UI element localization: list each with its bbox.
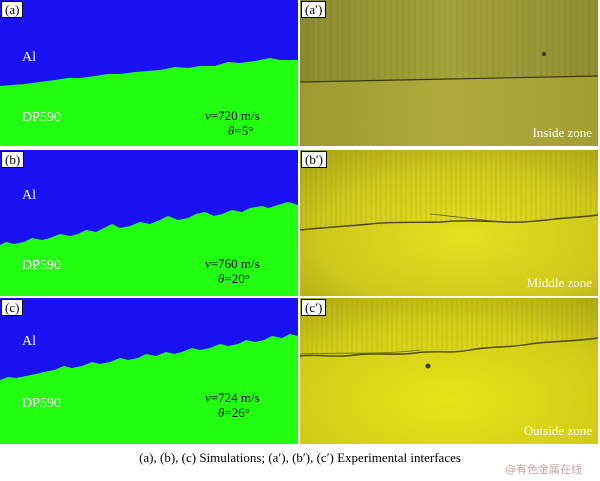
simulation-panel-c: (c) Al DP590 v=724 m/s θ=26° <box>0 298 298 444</box>
panel-tag: (c′) <box>301 299 327 316</box>
simulation-b-image <box>0 150 298 296</box>
steel-label: DP590 <box>22 110 61 125</box>
panel-tag: (a′) <box>301 1 327 18</box>
simulation-c-image <box>0 298 298 444</box>
experimental-panel-c-prime: (c′) Outside zone <box>300 298 598 444</box>
panel-tag: (a) <box>1 1 24 18</box>
steel-label: DP590 <box>22 258 61 273</box>
aluminum-label: Al <box>22 50 36 65</box>
figure-caption: (a), (b), (c) Simulations; (a′), (b′), (… <box>139 450 461 465</box>
panel-tag: (b) <box>1 151 25 168</box>
aluminum-label: Al <box>22 334 36 349</box>
panel-tag: (b′) <box>301 151 328 168</box>
panel-tag: (c) <box>1 299 24 316</box>
simulation-a-image <box>0 0 298 146</box>
experimental-panel-a-prime: (a′) Inside zone <box>300 0 598 146</box>
zone-label: Middle zone <box>526 275 592 290</box>
watermark: @有色金属在线 <box>505 463 582 476</box>
micrograph-c-prime <box>300 298 598 444</box>
zone-label: Outside zone <box>523 423 592 438</box>
steel-label: DP590 <box>22 396 61 411</box>
velocity-label: v=760 m/s <box>205 256 260 271</box>
simulation-panel-a: (a) Al DP590 v=720 m/s θ=5° <box>0 0 298 146</box>
angle-label: θ=26° <box>218 405 250 420</box>
angle-label: θ=20° <box>218 271 250 286</box>
experimental-panel-b-prime: (b′) Middle zone <box>300 150 598 296</box>
aluminum-label: Al <box>22 188 36 203</box>
simulation-panel-b: (b) Al DP590 v=760 m/s θ=20° <box>0 150 298 296</box>
zone-label: Inside zone <box>532 125 592 140</box>
angle-label: θ=5° <box>228 123 254 138</box>
velocity-label: v=724 m/s <box>205 390 260 405</box>
velocity-label: v=720 m/s <box>205 108 260 123</box>
micrograph-b-prime <box>300 150 598 296</box>
micrograph-a-prime <box>300 0 598 146</box>
